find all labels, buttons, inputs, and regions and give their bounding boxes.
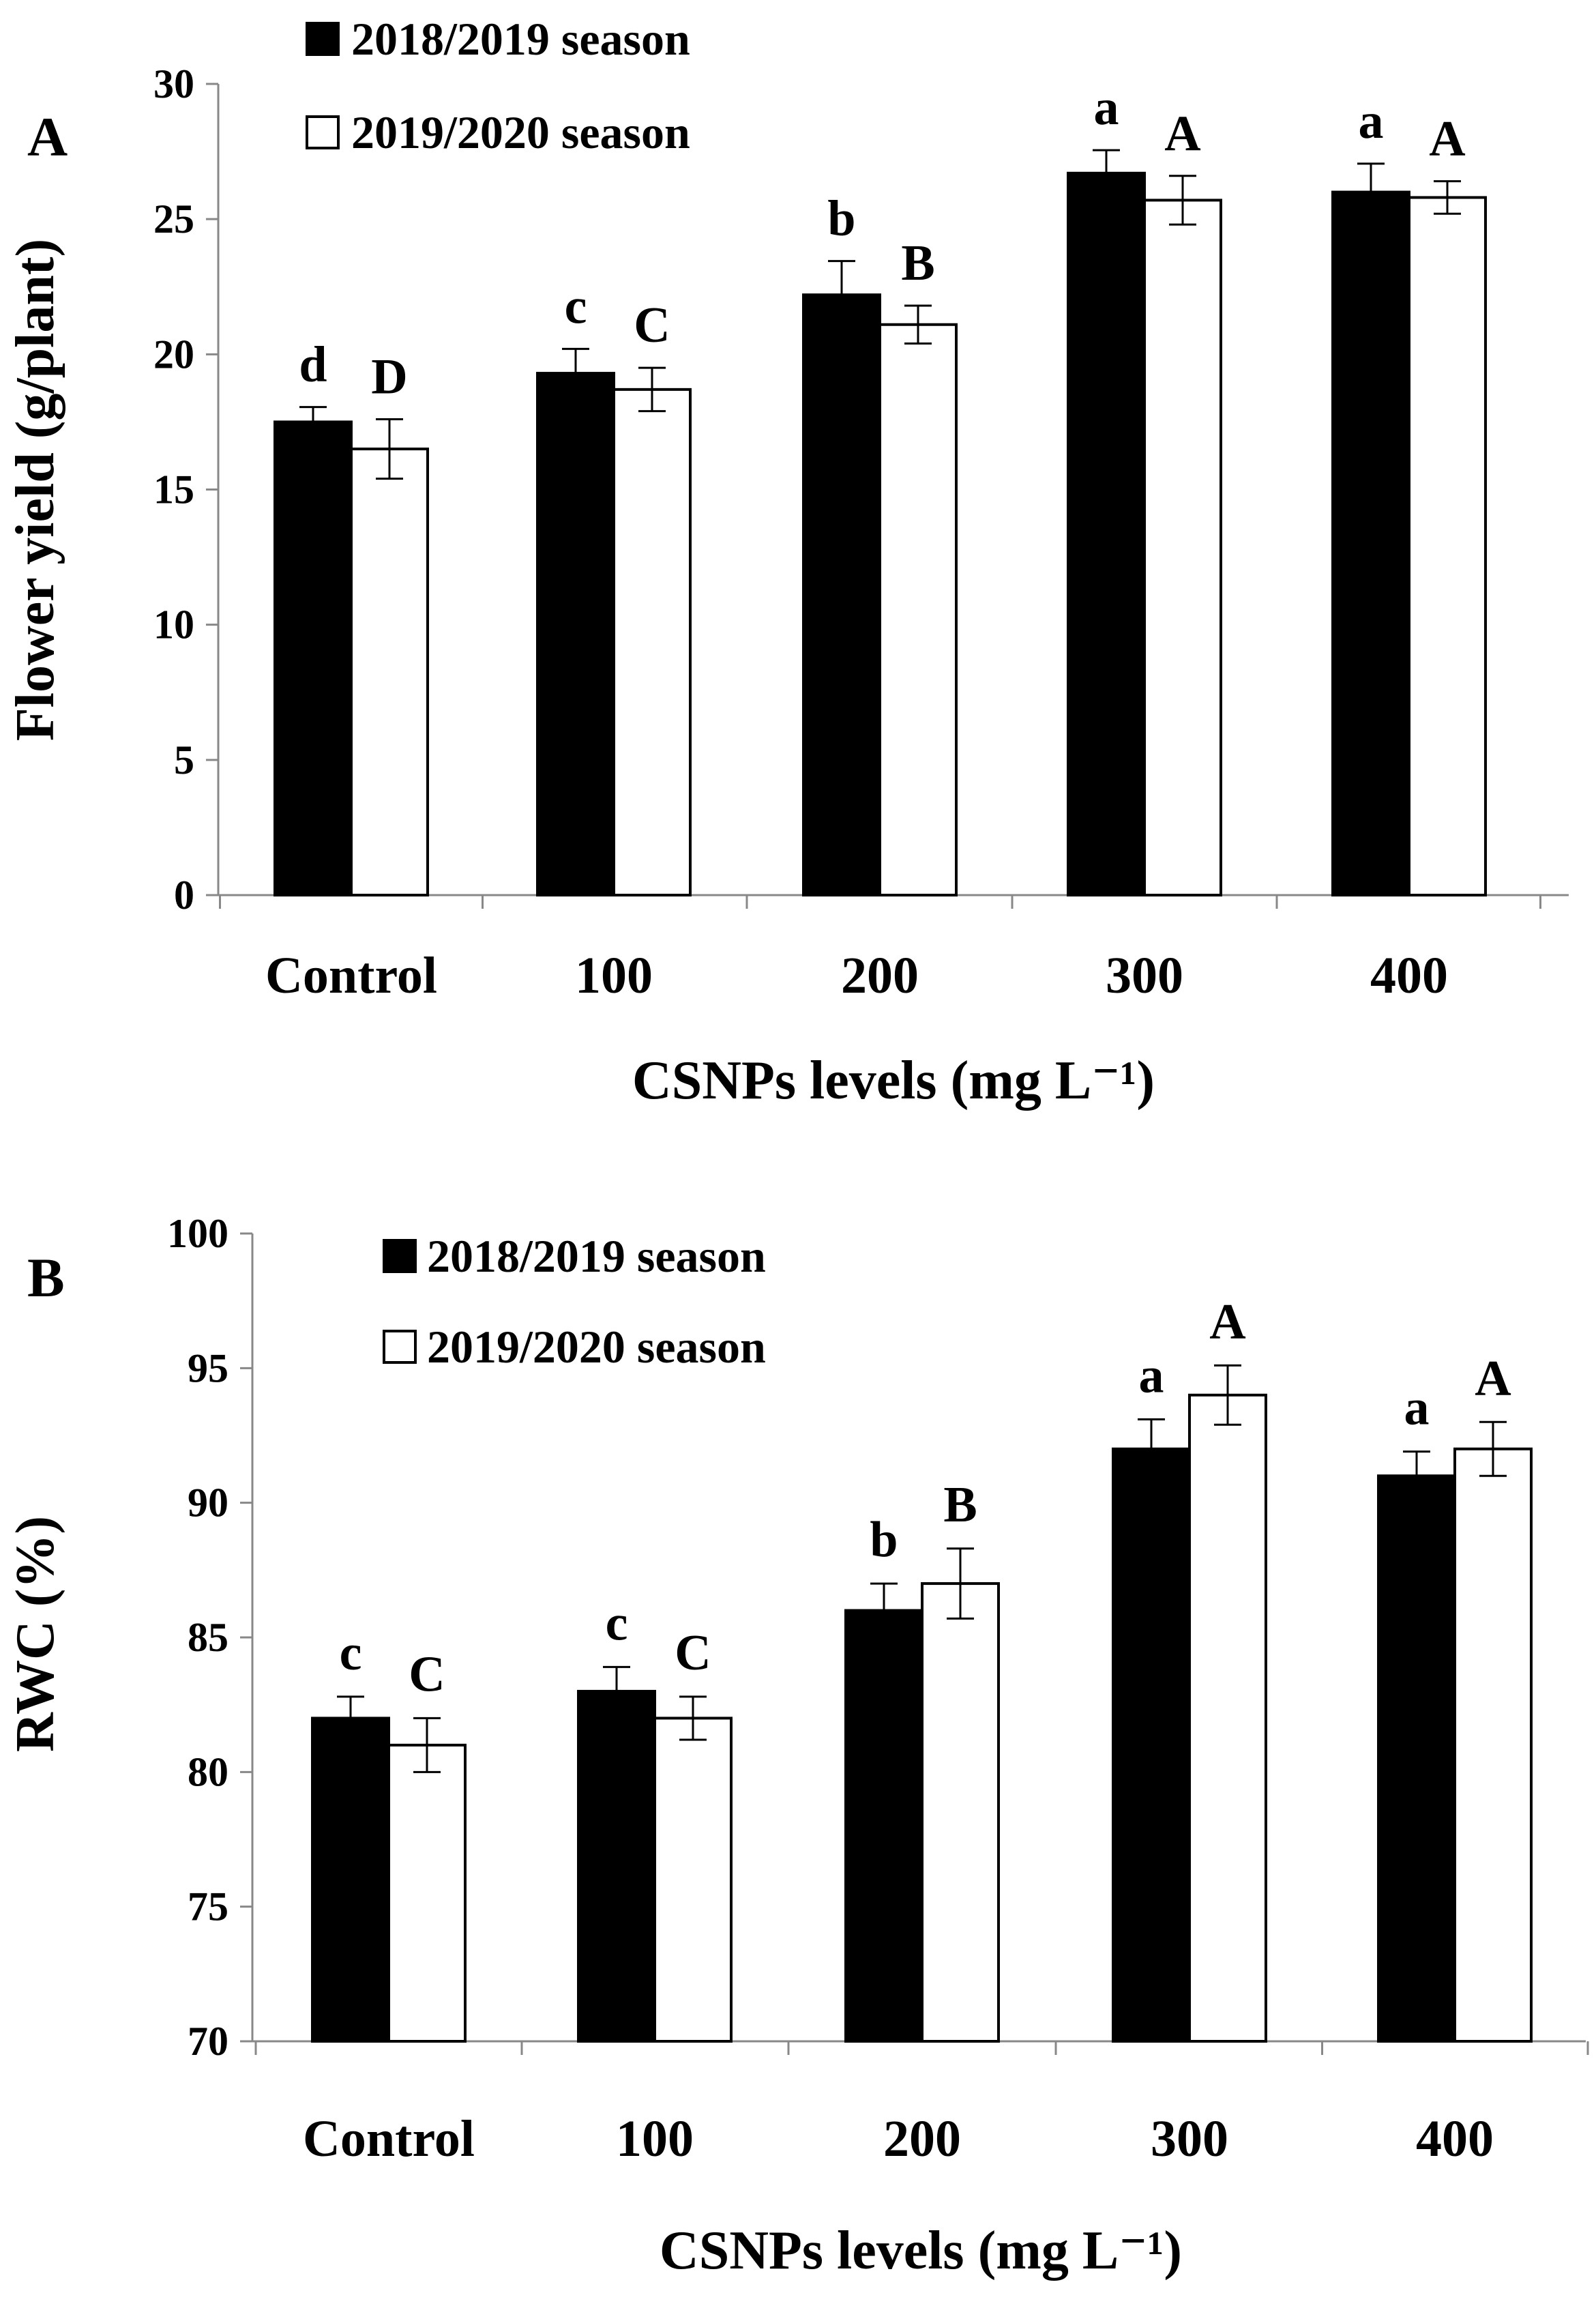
x-tick-label: 200 (841, 947, 919, 1004)
legend-label: 2019/2020 season (427, 1321, 766, 1373)
significance-letter: A (1429, 111, 1465, 167)
y-tick-label: 95 (188, 1345, 228, 1390)
significance-letter: D (371, 349, 407, 405)
bar-season-2018-2019 (577, 1689, 656, 2043)
legend-label: 2018/2019 season (351, 13, 690, 65)
bar-season-2019-2020 (653, 1717, 733, 2043)
bar-season-2019-2020 (1453, 1447, 1533, 2043)
y-tick-label: 20 (153, 332, 194, 377)
bar-season-2019-2020 (921, 1582, 1000, 2043)
legend-swatch (306, 22, 340, 56)
x-tick-label: 100 (616, 2110, 694, 2168)
significance-letter: b (870, 1512, 898, 1568)
y-tick-label: 15 (153, 467, 194, 512)
x-tick-label: 400 (1416, 2110, 1494, 2168)
x-tick-label: 300 (1151, 2110, 1228, 2168)
significance-letter: d (299, 337, 327, 393)
y-tick-label: 10 (153, 602, 194, 647)
bar-season-2019-2020 (878, 323, 958, 896)
x-tick-label: 200 (883, 2110, 961, 2168)
chart-panel-b: 70 75 80 85 90 95 100 Control 100 200 300 400 c c b a a C… (5, 1211, 1589, 2281)
significance-letter: a (1359, 93, 1384, 149)
y-axis-title: Flower yield (g/plant) (5, 239, 65, 741)
x-axis-title: CSNPs levels (mg L⁻¹) (632, 1051, 1155, 1111)
bar-season-2019-2020 (350, 448, 429, 896)
panel-label: B (27, 1246, 65, 1309)
legend-label: 2018/2019 season (427, 1230, 766, 1282)
y-tick-label: 30 (153, 61, 194, 106)
x-tick-label: Control (265, 947, 437, 1004)
y-axis-title: RWC (%) (5, 1516, 65, 1752)
y-tick-label: 0 (174, 873, 194, 918)
bar-season-2019-2020 (387, 1743, 467, 2043)
significance-letter: C (634, 297, 670, 353)
chart-panel-a: 0 5 10 15 20 25 30 Control 100 200 300 400 d c b a a D C B A… (5, 13, 1569, 1111)
y-tick-label: 70 (188, 2019, 228, 2064)
significance-letter: A (1209, 1294, 1245, 1349)
x-tick-label: Control (303, 2110, 475, 2168)
x-tick-label: 100 (575, 947, 653, 1004)
significance-letter: b (827, 191, 855, 247)
significance-letter: A (1164, 106, 1200, 162)
bar-season-2018-2019 (844, 1609, 923, 2043)
bar-season-2018-2019 (1331, 190, 1410, 896)
y-tick-label: 85 (188, 1615, 228, 1660)
bar-season-2018-2019 (1112, 1447, 1191, 2043)
bar-season-2018-2019 (1067, 171, 1146, 896)
significance-letter: B (943, 1477, 977, 1533)
panel-label: A (27, 106, 68, 168)
y-tick-label: 5 (174, 738, 194, 783)
significance-letter: c (606, 1595, 628, 1651)
legend-label: 2019/2020 season (351, 106, 690, 158)
bar-season-2019-2020 (1143, 199, 1222, 896)
y-tick-label: 25 (153, 196, 194, 242)
bar-season-2019-2020 (1188, 1393, 1267, 2043)
bar-season-2018-2019 (274, 420, 353, 896)
legend-swatch (383, 1330, 417, 1364)
significance-letter: C (675, 1625, 711, 1681)
significance-letter: C (409, 1646, 445, 1702)
x-tick-label: 300 (1106, 947, 1183, 1004)
significance-letter: c (565, 278, 587, 334)
bar-season-2018-2019 (311, 1717, 390, 2043)
significance-letter: c (340, 1625, 362, 1681)
significance-letter: B (901, 235, 934, 291)
bar-season-2018-2019 (536, 372, 615, 896)
x-tick-label: 400 (1370, 947, 1448, 1004)
bar-season-2019-2020 (612, 388, 692, 896)
legend-swatch (306, 115, 340, 149)
legend-swatch (383, 1239, 417, 1273)
x-axis-title: CSNPs levels (mg L⁻¹) (660, 2221, 1182, 2281)
bar-season-2018-2019 (1377, 1474, 1456, 2043)
bar-season-2018-2019 (802, 293, 881, 896)
bar-season-2019-2020 (1408, 196, 1487, 896)
significance-letter: a (1139, 1347, 1164, 1403)
y-tick-label: 100 (167, 1211, 228, 1256)
y-tick-label: 90 (188, 1480, 228, 1526)
significance-letter: a (1404, 1380, 1430, 1436)
significance-letter: A (1475, 1350, 1511, 1406)
significance-letter: a (1094, 80, 1119, 136)
y-tick-label: 75 (188, 1884, 228, 1929)
y-tick-label: 80 (188, 1749, 228, 1794)
